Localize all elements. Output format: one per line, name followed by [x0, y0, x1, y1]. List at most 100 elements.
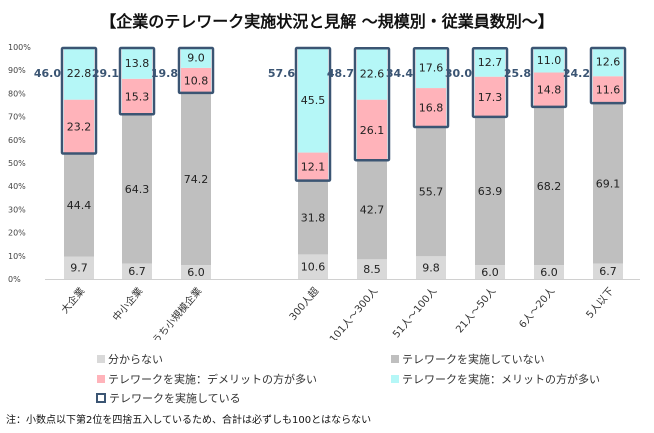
x-tick-label: 中小企業 — [110, 285, 146, 324]
bar-segment — [181, 265, 211, 279]
data-label: 6.7 — [128, 265, 146, 278]
legend-swatch — [97, 375, 105, 383]
legend-label: テレワークを実施：デメリットの方が多い — [108, 373, 317, 386]
data-label: 74.2 — [184, 173, 209, 186]
bar-segment — [64, 99, 94, 154]
bar-segment — [416, 47, 446, 89]
legend-item-merit: テレワークを実施：メリットの方が多い — [391, 371, 600, 387]
data-label: 55.7 — [419, 186, 444, 199]
bar-segment — [122, 114, 152, 264]
x-tick-label: 5人以下 — [584, 285, 617, 321]
bar-segment — [181, 67, 211, 93]
bar-segment — [475, 47, 505, 77]
data-label: 17.6 — [419, 62, 444, 75]
y-tick-label: 90% — [8, 66, 26, 75]
implemented-outline-box — [353, 46, 391, 162]
bar-segment — [357, 259, 387, 279]
data-label: 12.6 — [596, 56, 621, 69]
legend-item-demerit: テレワークを実施：デメリットの方が多い — [97, 371, 317, 387]
x-tick-label: 6人～20人 — [517, 285, 558, 330]
data-label: 6.0 — [187, 266, 205, 279]
bar-segment — [122, 78, 152, 115]
bar-segment — [416, 88, 446, 128]
bar-segment — [593, 47, 623, 77]
total-label: 34.4 — [386, 67, 413, 80]
bar-segment — [534, 265, 564, 279]
data-label: 12.7 — [478, 56, 503, 69]
y-tick-label: 20% — [8, 229, 26, 238]
legend-swatch-outline — [96, 393, 106, 403]
legend-label: 分からない — [108, 353, 163, 366]
bar-segment — [534, 47, 564, 73]
x-tick-label: うち小規模企業 — [149, 285, 204, 340]
y-tick-label: 80% — [8, 89, 26, 98]
data-label: 6.0 — [540, 266, 558, 279]
implemented-outline-box — [294, 46, 332, 182]
total-label: 30.0 — [445, 67, 472, 80]
data-label: 8.5 — [363, 263, 381, 276]
footnote: 注：小数点以下第2位を四捨五入しているため、合計は必ずしも100とはならない — [6, 415, 372, 426]
legend-label: テレワークを実施：メリットの方が多い — [402, 373, 600, 386]
bar-segment — [64, 46, 94, 100]
data-label: 63.9 — [478, 185, 503, 198]
data-label: 14.8 — [537, 84, 562, 97]
bar-segment — [357, 160, 387, 260]
data-label: 15.3 — [125, 91, 150, 104]
y-tick-label: 40% — [8, 182, 26, 191]
data-label: 13.8 — [125, 57, 150, 70]
x-tick-label: 51人～100人 — [390, 285, 439, 340]
bar-segment — [181, 47, 211, 68]
data-label: 12.1 — [301, 161, 326, 174]
legend-swatch — [391, 355, 399, 363]
implemented-outline-box — [471, 46, 509, 119]
data-label: 45.5 — [301, 94, 326, 107]
data-label: 17.3 — [478, 91, 503, 104]
legend-item-not-implemented: テレワークを実施していない — [391, 351, 545, 367]
legend-item-unknown: 分からない — [97, 351, 163, 367]
bar-segment — [593, 76, 623, 104]
bar-segment — [298, 254, 328, 279]
bar-segment — [475, 116, 505, 266]
y-tick-label: 10% — [8, 252, 26, 261]
bar-segment — [534, 106, 564, 266]
y-tick-label: 100% — [8, 43, 31, 52]
total-label: 19.8 — [151, 67, 178, 80]
total-label: 57.6 — [268, 67, 295, 80]
bar-segment — [122, 263, 152, 279]
implemented-outline-box — [530, 46, 568, 109]
bar-segment — [298, 152, 328, 181]
implemented-outline-box — [118, 46, 156, 116]
data-label: 44.4 — [67, 199, 92, 212]
data-label: 9.0 — [187, 51, 205, 64]
total-label: 25.8 — [504, 67, 531, 80]
stacked-bar-chart: 0% 10% 20% 30% 40% 50% 60% 70% 80% 90% 100% 9.7 44.4… — [8, 43, 640, 340]
bar-segment — [534, 72, 564, 107]
data-label: 42.7 — [360, 204, 385, 217]
bar-segment — [357, 47, 387, 100]
bar-segment — [298, 47, 328, 153]
total-label: 24.2 — [563, 67, 590, 80]
data-label: 64.3 — [125, 183, 150, 196]
data-label: 11.6 — [596, 84, 621, 97]
bar-segment — [298, 180, 328, 255]
data-label: 69.1 — [596, 177, 621, 190]
implemented-outline-box — [412, 46, 450, 129]
y-tick-label: 30% — [8, 205, 26, 214]
bar-segment — [181, 92, 211, 266]
data-label: 11.0 — [537, 54, 562, 67]
data-label: 6.7 — [599, 265, 617, 278]
total-label: 46.0 — [34, 67, 61, 80]
legend-item-implemented: テレワークを実施している — [96, 390, 241, 406]
legend-label: テレワークを実施していない — [402, 353, 545, 366]
y-tick-label: 60% — [8, 136, 26, 145]
x-tick-label: 大企業 — [58, 285, 87, 316]
bar-segment — [593, 103, 623, 264]
bar-segment — [64, 256, 94, 279]
data-label: 9.7 — [70, 262, 88, 275]
total-label: 29.1 — [92, 67, 119, 80]
bar-segment — [416, 127, 446, 257]
bar-segment — [475, 265, 505, 279]
x-tick-label: 300人超 — [286, 285, 321, 323]
legend-swatch — [391, 375, 399, 383]
bar-segment — [122, 46, 152, 79]
